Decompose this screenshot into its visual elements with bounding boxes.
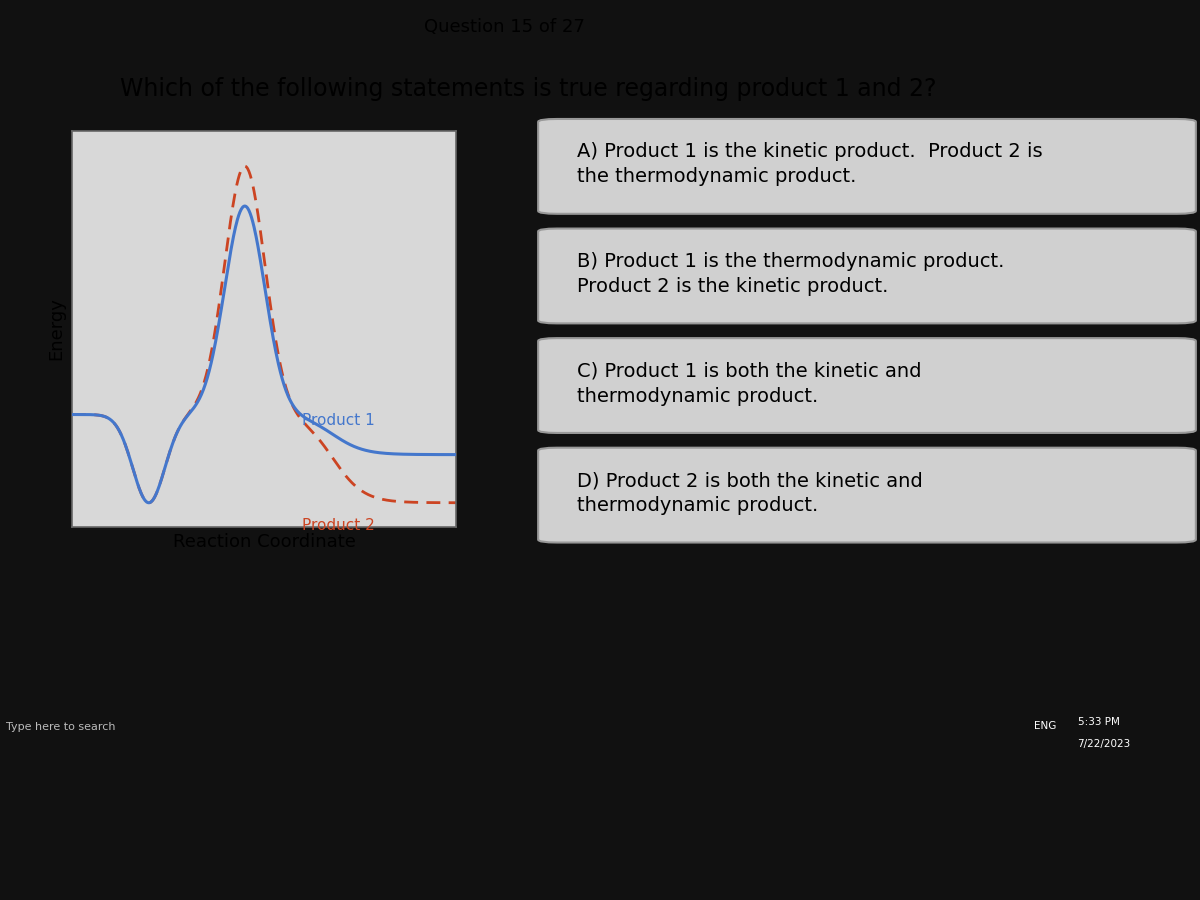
Text: 7/22/2023: 7/22/2023 xyxy=(1078,739,1130,749)
Text: Type here to search: Type here to search xyxy=(6,723,115,733)
FancyBboxPatch shape xyxy=(538,447,1196,543)
Text: Which of the following statements is true regarding product 1 and 2?: Which of the following statements is tru… xyxy=(120,76,936,101)
Text: Product 1: Product 1 xyxy=(302,413,376,428)
Text: A) Product 1 is the kinetic product.  Product 2 is
the thermodynamic product.: A) Product 1 is the kinetic product. Pro… xyxy=(577,142,1043,186)
X-axis label: Reaction Coordinate: Reaction Coordinate xyxy=(173,534,355,552)
Text: D) Product 2 is both the kinetic and
thermodynamic product.: D) Product 2 is both the kinetic and the… xyxy=(577,471,923,515)
Y-axis label: Energy: Energy xyxy=(47,297,65,360)
FancyBboxPatch shape xyxy=(538,229,1196,323)
Text: Question 15 of 27: Question 15 of 27 xyxy=(424,18,584,36)
Text: B) Product 1 is the thermodynamic product.
Product 2 is the kinetic product.: B) Product 1 is the thermodynamic produc… xyxy=(577,252,1004,296)
Text: 5:33 PM: 5:33 PM xyxy=(1078,717,1120,727)
Text: C) Product 1 is both the kinetic and
thermodynamic product.: C) Product 1 is both the kinetic and the… xyxy=(577,362,922,406)
Text: Product 2: Product 2 xyxy=(302,518,376,533)
Text: ENG: ENG xyxy=(1034,721,1057,732)
FancyBboxPatch shape xyxy=(538,119,1196,214)
FancyBboxPatch shape xyxy=(538,338,1196,433)
